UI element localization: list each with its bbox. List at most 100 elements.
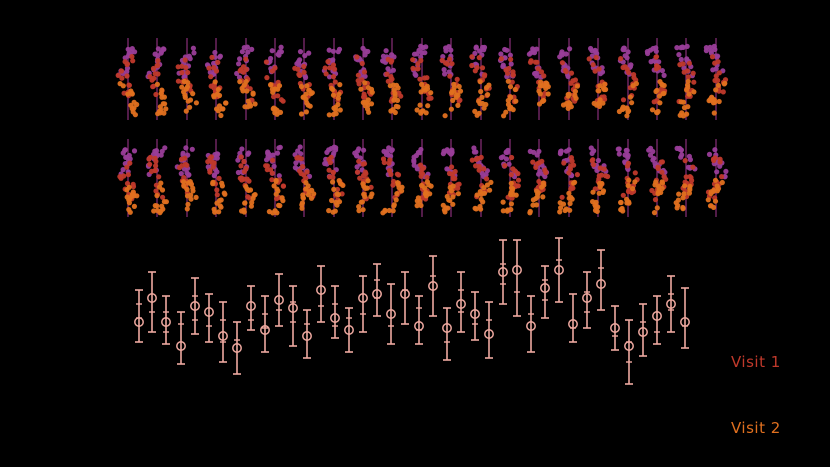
- scatter-point: [541, 73, 547, 79]
- scatter-point: [422, 191, 428, 197]
- scatter-point: [602, 81, 608, 87]
- error-bar: [638, 303, 648, 357]
- scatter-point: [590, 189, 596, 195]
- scatter-point: [187, 179, 193, 185]
- scatter-point: [392, 109, 398, 116]
- scatter-point: [563, 148, 570, 154]
- scatter-point: [618, 199, 624, 206]
- scatter-point: [410, 65, 416, 71]
- scatter-point: [417, 102, 423, 108]
- error-bar-mean-circle: [161, 317, 171, 327]
- scatter-point: [278, 97, 284, 103]
- scatter-point: [545, 91, 551, 97]
- scatter-point: [510, 72, 516, 78]
- scatter-point: [595, 157, 602, 164]
- scatter-point: [390, 182, 396, 188]
- scatter-point: [651, 155, 657, 161]
- scatter-point: [120, 167, 126, 173]
- scatter-point: [543, 170, 549, 176]
- scatter-point: [656, 93, 663, 99]
- error-bar: [652, 295, 662, 345]
- scatter-point: [241, 176, 247, 182]
- scatter-point: [193, 100, 199, 106]
- scatter-point: [214, 187, 220, 193]
- scatter-point: [450, 201, 456, 207]
- error-bar-mean-circle: [652, 311, 662, 321]
- scatter-point: [237, 175, 243, 181]
- scatter-point: [469, 62, 475, 69]
- scatter-point: [596, 173, 602, 179]
- scatter-point: [362, 48, 368, 54]
- scatter-point: [418, 110, 424, 116]
- scatter-point: [685, 84, 691, 91]
- error-bar: [288, 285, 298, 347]
- scatter-point: [211, 160, 217, 166]
- scatter-point: [184, 186, 190, 193]
- error-bar: [274, 273, 284, 327]
- scatter-point: [685, 78, 691, 84]
- scatter-point: [130, 58, 136, 64]
- scatter-point: [394, 97, 401, 103]
- scatter-point: [446, 69, 452, 75]
- legend: Visit 1 Visit 2 Visit 3: [731, 307, 781, 467]
- scatter-point: [678, 147, 684, 153]
- scatter-point: [179, 63, 185, 69]
- scatter-point: [532, 59, 539, 65]
- scatter-point: [332, 79, 338, 85]
- scatter-point: [121, 173, 127, 179]
- scatter-point: [361, 183, 367, 189]
- scatter-point: [709, 54, 716, 60]
- scatter-point: [250, 91, 256, 97]
- scatter-point: [711, 110, 717, 116]
- scatter-point: [264, 75, 270, 81]
- scatter-point: [687, 157, 694, 163]
- scatter-point: [278, 44, 284, 50]
- scatter-point: [241, 207, 247, 213]
- scatter-point: [271, 163, 277, 169]
- scatter-point: [303, 96, 309, 103]
- scatter-point: [124, 187, 130, 193]
- scatter-point: [659, 185, 665, 192]
- scatter-point: [368, 194, 374, 200]
- scatter-point: [180, 179, 187, 185]
- scatter-point: [269, 48, 275, 54]
- scatter-point: [247, 101, 253, 107]
- error-bar-mean-circle: [596, 279, 606, 289]
- scatter-point: [365, 97, 371, 103]
- scatter-point: [652, 197, 659, 203]
- scatter-point: [455, 102, 461, 108]
- scatter-point: [117, 81, 123, 87]
- error-bar-mean-circle: [666, 299, 676, 309]
- error-bar-mean-circle: [134, 317, 144, 327]
- error-bar-mean-circle: [330, 313, 340, 323]
- scatter-point: [424, 75, 430, 81]
- scatter-point: [507, 106, 513, 112]
- scatter-point: [330, 57, 336, 63]
- scatter-point: [653, 45, 659, 51]
- scatter-point: [153, 91, 159, 98]
- error-bar-mean-circle: [386, 309, 396, 319]
- scatter-point: [275, 86, 281, 92]
- scatter-point: [661, 174, 667, 180]
- scatter-point: [658, 159, 664, 165]
- scatter-point: [181, 183, 187, 189]
- scatter-point: [298, 151, 304, 157]
- scatter-point: [156, 174, 162, 180]
- scatter-point: [184, 206, 190, 212]
- scatter-point: [329, 197, 335, 204]
- scatter-point: [390, 82, 396, 88]
- error-bar: [316, 265, 326, 323]
- scatter-point: [356, 158, 362, 164]
- scatter-point: [594, 208, 600, 214]
- scatter-point: [450, 97, 456, 103]
- scatter-point: [424, 83, 430, 89]
- error-bar-mean-circle: [442, 323, 452, 333]
- scatter-point: [382, 207, 388, 213]
- scatter-point: [505, 78, 511, 84]
- scatter-point: [691, 89, 697, 95]
- scatter-point: [624, 147, 630, 154]
- error-bar: [442, 307, 452, 361]
- scatter-point: [480, 199, 486, 205]
- scatter-point: [571, 180, 577, 186]
